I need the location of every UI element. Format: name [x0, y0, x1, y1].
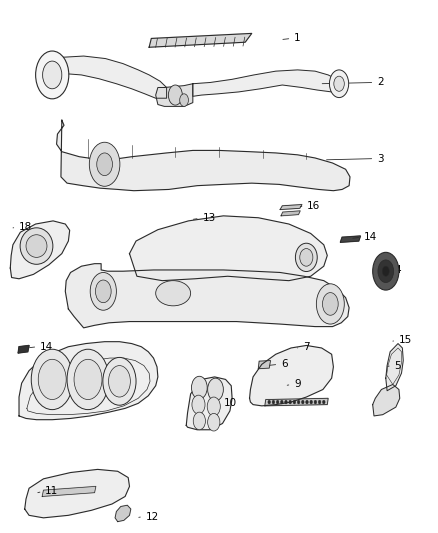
Circle shape [382, 266, 389, 276]
Circle shape [35, 51, 69, 99]
Polygon shape [11, 221, 70, 279]
Polygon shape [57, 120, 350, 191]
Circle shape [318, 400, 321, 404]
Polygon shape [340, 236, 360, 243]
Polygon shape [130, 216, 327, 281]
Circle shape [207, 397, 220, 416]
Ellipse shape [300, 248, 313, 266]
Circle shape [268, 400, 271, 404]
Circle shape [192, 395, 205, 414]
Polygon shape [250, 345, 333, 406]
Polygon shape [18, 345, 29, 353]
Polygon shape [281, 211, 300, 216]
Text: 1: 1 [294, 34, 301, 44]
Circle shape [90, 272, 117, 310]
Text: 5: 5 [395, 361, 401, 370]
Circle shape [297, 400, 300, 404]
Circle shape [322, 400, 325, 404]
Text: 16: 16 [307, 201, 321, 211]
Polygon shape [42, 487, 96, 496]
Polygon shape [265, 398, 328, 406]
Text: 11: 11 [45, 487, 59, 496]
Circle shape [95, 280, 111, 303]
Ellipse shape [295, 243, 317, 271]
Circle shape [378, 260, 394, 282]
Circle shape [191, 376, 207, 399]
Circle shape [67, 349, 109, 410]
Text: 4: 4 [395, 265, 401, 275]
Ellipse shape [155, 281, 191, 306]
Circle shape [293, 400, 296, 404]
Polygon shape [65, 264, 349, 328]
Circle shape [168, 85, 182, 105]
Circle shape [373, 252, 399, 290]
Text: 14: 14 [364, 232, 377, 242]
Circle shape [31, 349, 73, 410]
Circle shape [310, 400, 312, 404]
Polygon shape [186, 377, 232, 430]
Circle shape [38, 359, 66, 400]
Circle shape [42, 61, 62, 89]
Circle shape [306, 400, 308, 404]
Circle shape [276, 400, 279, 404]
Text: 2: 2 [377, 77, 384, 87]
Polygon shape [373, 384, 400, 416]
Text: 3: 3 [377, 154, 384, 164]
Circle shape [285, 400, 287, 404]
Circle shape [329, 70, 349, 98]
Text: 14: 14 [40, 342, 53, 352]
Text: 7: 7 [303, 342, 310, 352]
Ellipse shape [20, 228, 53, 264]
Text: 18: 18 [19, 222, 32, 232]
Polygon shape [386, 344, 403, 391]
Circle shape [334, 76, 344, 91]
Text: 13: 13 [202, 213, 215, 223]
Circle shape [89, 142, 120, 187]
Polygon shape [258, 360, 271, 369]
Polygon shape [19, 342, 158, 419]
Circle shape [280, 400, 283, 404]
Polygon shape [115, 505, 131, 522]
Polygon shape [280, 205, 302, 209]
Circle shape [97, 153, 113, 175]
Ellipse shape [26, 235, 47, 257]
Circle shape [289, 400, 292, 404]
Circle shape [272, 400, 275, 404]
Circle shape [316, 284, 344, 324]
Text: 6: 6 [281, 359, 288, 369]
Text: 9: 9 [294, 379, 301, 390]
Polygon shape [155, 84, 193, 107]
Polygon shape [51, 56, 166, 98]
Circle shape [103, 358, 136, 405]
Circle shape [180, 94, 188, 107]
Circle shape [193, 412, 205, 430]
Circle shape [109, 366, 131, 397]
Circle shape [208, 378, 223, 401]
Text: 10: 10 [224, 398, 237, 408]
Polygon shape [25, 470, 130, 518]
Circle shape [322, 293, 338, 315]
Text: 12: 12 [146, 512, 159, 522]
Circle shape [301, 400, 304, 404]
Polygon shape [149, 34, 252, 47]
Text: 15: 15 [399, 335, 412, 345]
Circle shape [314, 400, 317, 404]
Circle shape [208, 414, 220, 431]
Circle shape [74, 359, 102, 400]
Polygon shape [193, 70, 339, 96]
